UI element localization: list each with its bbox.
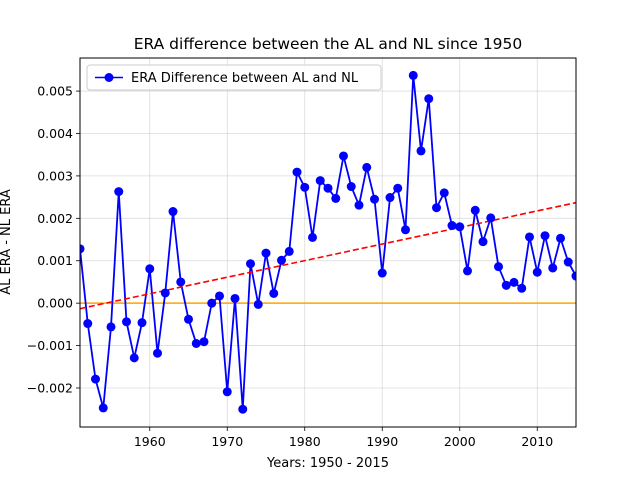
data-point <box>416 146 426 156</box>
y-tick-label: 0.002 <box>37 211 73 226</box>
data-point <box>571 271 576 281</box>
data-point <box>176 277 186 287</box>
data-point <box>339 151 348 161</box>
data-point <box>370 194 379 204</box>
data-point <box>556 233 565 243</box>
data-point <box>261 248 271 258</box>
x-axis: 1960 1970 1980 1990 2000 2010 <box>134 427 553 449</box>
data-point <box>284 246 294 256</box>
data-point <box>199 337 209 347</box>
plot-frame <box>79 57 577 428</box>
data-point <box>83 319 93 329</box>
data-point <box>145 264 155 274</box>
data-point <box>563 257 573 267</box>
data-point <box>315 176 325 186</box>
data-point <box>122 317 131 327</box>
data-point <box>168 207 178 217</box>
data-point <box>300 182 310 192</box>
data-point <box>207 298 217 308</box>
data-point <box>308 232 317 242</box>
data-point <box>486 213 496 223</box>
data-point <box>362 162 372 172</box>
data-point <box>463 266 472 276</box>
data-point <box>106 322 116 332</box>
data-point <box>540 231 550 241</box>
data-point <box>408 70 418 80</box>
y-axis: −0.002 −0.001 0.000 0.001 0.002 0.003 0.004 0.0… <box>27 84 80 395</box>
data-point <box>246 259 255 269</box>
y-tick-label: 0.005 <box>37 84 73 99</box>
x-tick-label: 1970 <box>211 434 243 449</box>
data-point <box>323 183 333 193</box>
data-point <box>354 200 364 210</box>
data-point <box>129 353 139 363</box>
data-point <box>215 291 224 301</box>
data-point <box>230 293 240 303</box>
data-point <box>478 237 488 247</box>
data-point <box>455 222 465 232</box>
y-tick-label: 0.004 <box>37 126 73 141</box>
data-point <box>525 232 534 242</box>
y-axis-label: AL ERA - NL ERA <box>0 189 14 295</box>
data-point <box>447 221 457 231</box>
legend-entry-label: ERA Difference between AL and NL <box>131 71 359 86</box>
data-point <box>277 255 286 265</box>
data-point <box>532 267 542 277</box>
x-tick-label: 1990 <box>366 434 398 449</box>
y-tick-label: −0.001 <box>27 338 73 353</box>
data-point <box>517 283 527 293</box>
y-tick-label: 0.000 <box>37 296 73 311</box>
data-point <box>439 188 449 198</box>
data-point <box>191 338 201 348</box>
x-tick-label: 1960 <box>134 434 166 449</box>
data-point <box>238 404 248 414</box>
legend: ERA Difference between AL and NL <box>86 64 382 91</box>
chart-title: ERA difference between the AL and NL sin… <box>134 35 523 53</box>
data-point <box>331 193 341 203</box>
data-point <box>393 183 403 193</box>
data-point <box>432 203 441 213</box>
x-tick-label: 2010 <box>521 434 553 449</box>
y-tick-label: 0.001 <box>37 253 73 268</box>
legend-marker <box>104 73 114 82</box>
x-tick-label: 2000 <box>444 434 476 449</box>
data-point <box>160 288 170 298</box>
data-point <box>377 268 387 278</box>
data-point <box>346 182 356 192</box>
legend-box <box>86 64 382 91</box>
data-point <box>222 387 232 397</box>
y-tick-label: −0.002 <box>27 380 73 395</box>
data-point <box>292 167 302 177</box>
data-point <box>501 280 511 290</box>
data-point <box>385 193 395 203</box>
data-point <box>80 244 85 254</box>
data-point <box>253 299 263 309</box>
x-tick-label: 1980 <box>289 434 321 449</box>
data-point <box>98 403 108 413</box>
data-point <box>153 348 162 358</box>
data-point <box>509 277 519 287</box>
y-tick-label: 0.003 <box>37 168 73 183</box>
data-point <box>548 263 558 273</box>
x-axis-label: Years: 1950 - 2015 <box>266 456 389 471</box>
data-point <box>401 225 410 235</box>
data-point <box>494 262 503 272</box>
data-point <box>137 318 147 328</box>
data-point <box>91 374 100 384</box>
data-point <box>269 288 279 298</box>
data-point <box>470 205 480 215</box>
data-point <box>184 314 193 324</box>
data-point <box>424 94 434 104</box>
plot-area <box>80 70 576 414</box>
data-point <box>114 187 124 197</box>
plot-content <box>80 70 576 414</box>
